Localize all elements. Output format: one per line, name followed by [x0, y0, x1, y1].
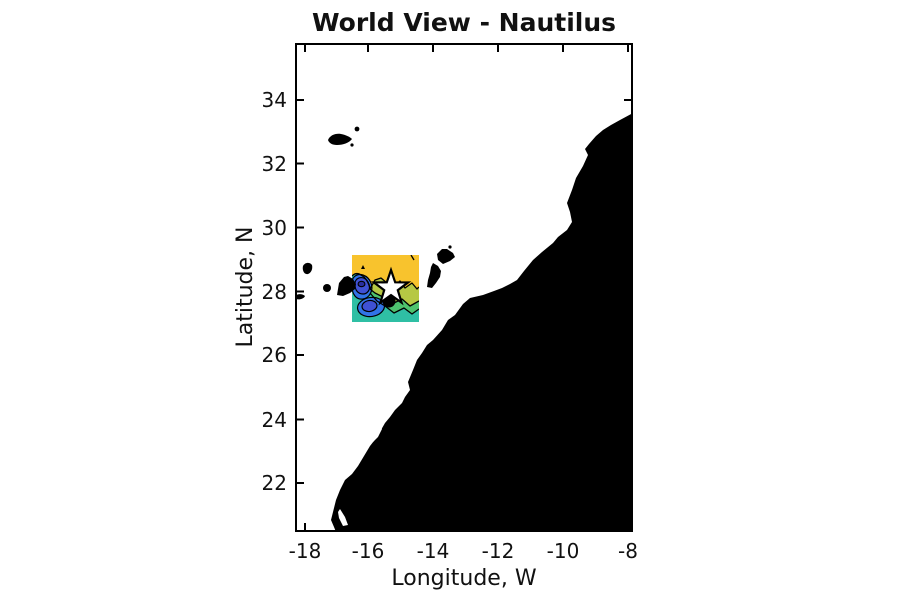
y-tick-label: 30 [261, 215, 287, 240]
y-tick-label: 26 [261, 343, 287, 367]
map-svg [295, 43, 633, 532]
coastal-bay [338, 509, 348, 526]
contour-eddy-inner [361, 299, 378, 313]
tick-marks [296, 44, 632, 531]
y-tick-label: 22 [261, 471, 287, 495]
plot-title: World View - Nautilus [311, 8, 617, 37]
plot-area[interactable] [295, 43, 633, 532]
y-tick-label: 34 [261, 88, 287, 112]
x-tick-label: -10 [546, 539, 580, 563]
island-madeira [328, 133, 352, 145]
coastal-lagoon [372, 424, 382, 442]
y-tick-label: 28 [261, 279, 287, 304]
star-marker[interactable] [370, 266, 412, 306]
islet-madeira-se [350, 143, 354, 147]
tiny-islet [361, 265, 365, 269]
islet-madeira-ne [354, 126, 360, 132]
island-la-palma [302, 262, 313, 275]
x-axis-label: Longitude, W [391, 566, 537, 591]
islet-la-graciosa [448, 245, 452, 249]
axes-box [295, 43, 633, 532]
x-tick-label: -12 [481, 539, 515, 563]
x-tick-label: -16 [351, 539, 385, 563]
contour-fill-green [370, 289, 419, 314]
y-tick-label: 32 [261, 151, 287, 176]
x-tick-label: -8 [618, 539, 638, 563]
x-tick-label: -18 [288, 539, 322, 563]
island-tenerife [337, 276, 356, 296]
island-el-hierro [295, 294, 305, 300]
contour-core-navy [357, 280, 366, 288]
island-fuerteventura [427, 263, 441, 288]
y-tick-label: 24 [261, 407, 287, 432]
landmasses [295, 113, 633, 532]
africa-coastline [331, 113, 633, 532]
island-lanzarote [437, 249, 455, 264]
x-tick-label: -14 [416, 539, 450, 563]
island-la-gomera [323, 284, 331, 292]
